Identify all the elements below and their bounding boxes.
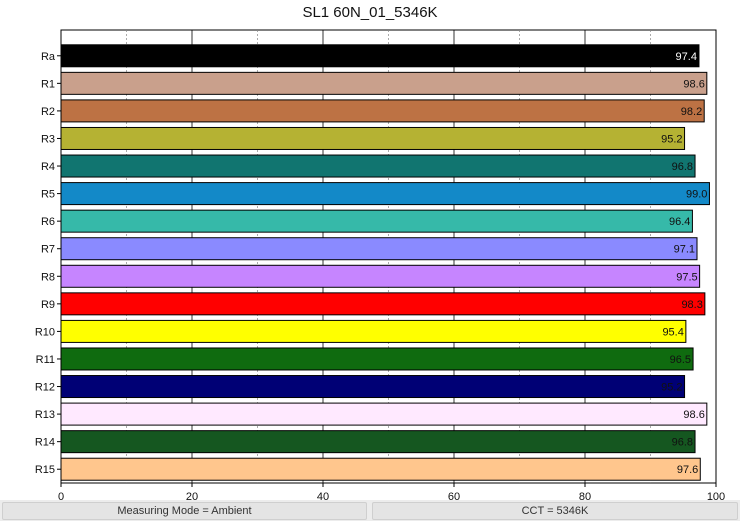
measuring-mode-status: Measuring Mode = Ambient xyxy=(2,502,367,520)
bar-r12 xyxy=(60,375,686,399)
bar-r13 xyxy=(60,402,708,426)
status-bar: Measuring Mode = Ambient CCT = 5346K xyxy=(0,500,740,521)
chart-title: SL1 60N_01_5346K xyxy=(302,4,438,21)
data-label: 96.8 xyxy=(672,161,693,173)
bar-r14 xyxy=(60,430,696,454)
bar-r9 xyxy=(60,292,706,316)
y-tick-label: R7 xyxy=(41,244,55,256)
x-tick-label: 0 xyxy=(58,491,64,500)
data-label: 97.5 xyxy=(676,271,697,283)
y-tick-label: R12 xyxy=(35,382,55,394)
data-label: 97.1 xyxy=(674,244,695,256)
data-label: 95.2 xyxy=(661,133,682,145)
bar-ra xyxy=(60,44,700,68)
bar-r1 xyxy=(60,71,708,95)
data-label: 98.2 xyxy=(681,106,702,118)
x-tick-label: 100 xyxy=(707,491,725,500)
data-label: 98.3 xyxy=(681,299,702,311)
data-label: 96.4 xyxy=(669,216,690,228)
data-label: 95.2 xyxy=(661,382,682,394)
x-tick-label: 60 xyxy=(448,491,460,500)
y-tick-label: R14 xyxy=(35,437,55,449)
bar-r4 xyxy=(60,154,696,178)
data-label: 96.8 xyxy=(672,437,693,449)
y-tick-label: R9 xyxy=(41,299,55,311)
y-tick-label: R11 xyxy=(36,354,55,366)
y-tick-label: R2 xyxy=(41,106,55,118)
bar-r10 xyxy=(60,319,687,343)
bar-r11 xyxy=(60,347,694,371)
bar-r6 xyxy=(60,209,693,233)
bar-r8 xyxy=(60,264,701,288)
data-label: 95.4 xyxy=(662,326,683,338)
x-tick-label: 20 xyxy=(186,491,198,500)
bar-r5 xyxy=(60,182,710,206)
y-tick-label: R1 xyxy=(41,78,55,90)
cri-bar-chart: 0 20 40 60 80 100 Ra 97.4 R1 98.6 R2 98.2 R3 95.2 R4 96… xyxy=(35,29,725,500)
y-tick-label: R5 xyxy=(41,189,55,201)
data-label: 98.6 xyxy=(683,78,704,90)
bar-r3 xyxy=(60,126,686,150)
bar-r2 xyxy=(60,99,705,123)
y-tick-label: R10 xyxy=(35,326,55,338)
y-tick-label: R3 xyxy=(41,133,55,145)
y-tick-label: Ra xyxy=(41,51,56,63)
data-label: 96.5 xyxy=(670,354,691,366)
data-label: 99.0 xyxy=(686,189,707,201)
bar-r15 xyxy=(60,457,701,481)
x-tick-label: 80 xyxy=(579,491,591,500)
y-tick-label: R6 xyxy=(41,216,55,228)
y-tick-label: R13 xyxy=(35,409,55,421)
data-label: 97.6 xyxy=(677,464,698,476)
y-tick-label: R8 xyxy=(41,271,55,283)
data-label: 98.6 xyxy=(683,409,704,421)
y-tick-label: R4 xyxy=(41,161,55,173)
data-label: 97.4 xyxy=(676,51,697,63)
bar-r7 xyxy=(60,237,698,261)
x-tick-label: 40 xyxy=(317,491,329,500)
y-tick-label: R15 xyxy=(35,464,55,476)
cct-status: CCT = 5346K xyxy=(372,502,738,520)
